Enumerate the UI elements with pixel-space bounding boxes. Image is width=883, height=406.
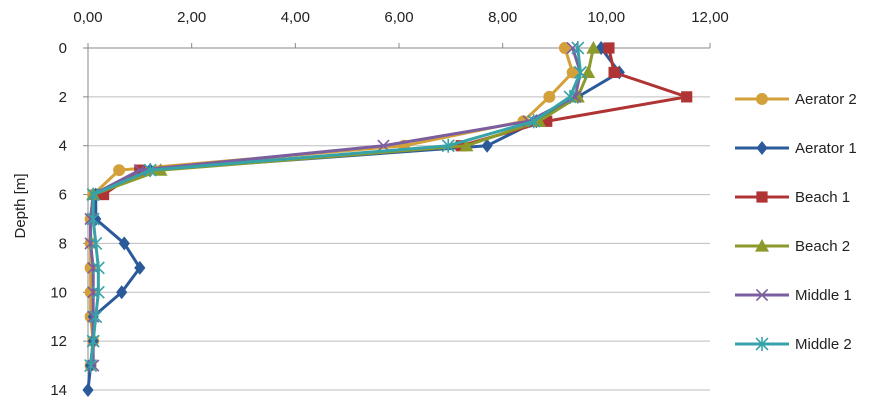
data-point — [84, 358, 98, 373]
series-aerator-2 — [84, 42, 579, 372]
data-point — [573, 65, 587, 80]
data-point — [570, 89, 585, 103]
series-line — [89, 47, 582, 366]
data-point — [558, 42, 571, 54]
y-tick-label: 2 — [59, 89, 67, 106]
series-line — [89, 47, 582, 366]
series-line — [102, 47, 689, 196]
data-point — [134, 260, 146, 275]
data-point — [441, 138, 455, 153]
x-tick-label: 12,00 — [691, 9, 729, 26]
series-middle-2 — [84, 41, 587, 373]
data-point — [586, 41, 601, 54]
data-point — [459, 138, 474, 152]
legend-entry: Beach 1 — [735, 189, 850, 206]
y-tick-label: 6 — [59, 187, 67, 204]
legend-label: Middle 1 — [795, 287, 852, 304]
data-point — [89, 236, 103, 251]
y-tick-label: 12 — [50, 333, 67, 350]
data-point — [86, 187, 100, 202]
data-point — [91, 260, 105, 275]
data-point — [113, 164, 126, 177]
y-tick-label: 8 — [59, 235, 67, 252]
data-point — [118, 236, 130, 251]
series-line — [89, 47, 575, 366]
data-point — [581, 65, 596, 79]
series-middle-1 — [84, 41, 587, 372]
legend-label: Beach 2 — [795, 238, 850, 255]
legend-marker — [756, 191, 768, 203]
legend-label: Beach 1 — [795, 189, 850, 206]
legend-marker — [755, 239, 769, 252]
x-tick-label: 2,00 — [177, 9, 206, 26]
data-point — [82, 383, 94, 397]
x-tick-label: 8,00 — [488, 9, 517, 26]
data-point — [541, 115, 553, 127]
data-point — [143, 163, 157, 178]
y-axis-title: Depth [m] — [12, 173, 29, 238]
grid-layer — [88, 96, 710, 391]
data-point — [681, 91, 693, 103]
legend-entry: Middle 2 — [735, 336, 852, 353]
legend-label: Aerator 1 — [795, 140, 857, 157]
x-tick-label: 4,00 — [281, 9, 310, 26]
axis-layer: 0 2 4 6 8 10 12 14 0,00 2,00 4,00 6,00 8,00 10,00 12,0… — [50, 9, 728, 399]
series-aerator-1 — [82, 41, 625, 397]
data-point — [566, 66, 579, 79]
data-point — [91, 285, 105, 300]
series-layer — [82, 41, 693, 397]
data-point — [97, 188, 110, 201]
data-point — [481, 138, 493, 153]
data-point — [116, 285, 128, 300]
data-point — [571, 41, 585, 55]
series-line — [86, 47, 621, 391]
legend-label: Aerator 2 — [795, 91, 857, 108]
series-beach-1 — [97, 42, 693, 201]
data-point — [543, 90, 556, 103]
x-tick-label: 0,00 — [73, 9, 102, 26]
data-point — [89, 309, 103, 324]
legend-entry: Beach 2 — [735, 238, 850, 255]
data-point — [86, 212, 100, 226]
legend-marker — [755, 337, 769, 351]
data-point — [527, 114, 541, 129]
data-point — [566, 41, 579, 55]
x-tick-label: 10,00 — [588, 9, 626, 26]
data-point — [563, 89, 577, 104]
legend-marker — [756, 141, 768, 155]
legend-marker — [756, 93, 768, 105]
legend-layer: Aerator 2 Aerator 1 Beach 1 Beach 2 Middle 1… — [735, 91, 857, 353]
legend-entry: Aerator 2 — [735, 91, 857, 108]
y-tick-label: 0 — [59, 40, 67, 57]
x-tick-label: 6,00 — [384, 9, 413, 26]
legend-entry: Middle 1 — [735, 287, 852, 304]
legend-label: Middle 2 — [795, 336, 852, 353]
data-point — [608, 66, 620, 79]
legend-entry: Aerator 1 — [735, 140, 857, 157]
y-tick-label: 10 — [50, 284, 67, 301]
data-point — [86, 334, 100, 349]
data-point — [603, 42, 615, 54]
data-point — [87, 359, 100, 372]
y-tick-label: 14 — [50, 382, 67, 399]
legend-marker — [755, 288, 769, 302]
y-tick-label: 4 — [59, 138, 67, 155]
